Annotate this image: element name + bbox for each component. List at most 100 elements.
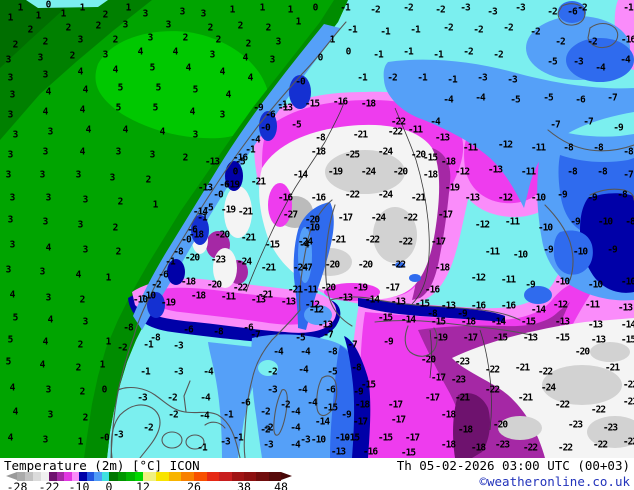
temp-label: -2 [143, 422, 154, 434]
colorbar-segment [244, 472, 257, 481]
temp-label: 2 [69, 50, 76, 62]
temp-label: 3 [109, 172, 116, 184]
temp-label: -3 [263, 439, 274, 451]
temp-label: -3 [573, 56, 584, 68]
temp-label: 3 [165, 19, 172, 31]
temp-label: 3 [39, 266, 46, 278]
temp-label: -8 [351, 362, 362, 374]
temp-label: -2 [547, 6, 558, 18]
temp-label: 3 [7, 149, 14, 161]
temp-label: -12 [497, 192, 513, 204]
temp-label: -13 [434, 132, 450, 144]
temp-label: 4 [85, 124, 92, 136]
colorbar-segment [134, 472, 143, 481]
temp-label: 2 [42, 36, 49, 48]
temp-label: -2 [267, 366, 278, 378]
temp-label: -9 [587, 192, 598, 204]
temp-label: 4 [45, 86, 52, 98]
temp-label: -16 [310, 192, 326, 204]
temp-label: -13 [204, 156, 220, 168]
temp-label: -17 [384, 282, 400, 294]
temp-label: -4 [290, 422, 301, 434]
temp-label: -10 [537, 222, 553, 234]
temp-label: -13 [390, 296, 406, 308]
temp-label: 3 [12, 129, 19, 141]
temp-label: -24 [370, 212, 386, 224]
temp-label: 1 [99, 359, 106, 371]
temp-label: -15 [322, 402, 338, 414]
temp-label: -11 [407, 124, 423, 136]
temp-label: -0 [260, 122, 271, 134]
temp-label: 1 [105, 336, 112, 348]
temp-label: -19 [444, 182, 460, 194]
temp-label: -13 [590, 334, 606, 346]
temp-label: -19 [352, 282, 368, 294]
temp-label: 4 [82, 84, 89, 96]
temp-label: 2 [207, 22, 214, 34]
temp-label: 3 [77, 219, 84, 231]
temp-label: 1 [60, 8, 67, 20]
temp-label: -13 [330, 446, 346, 458]
temp-label: -2 [403, 2, 414, 14]
temp-label: -4 [199, 410, 210, 422]
temp-label: -25 [344, 149, 360, 161]
temp-label: 1 [329, 34, 336, 46]
temp-label: -13 [337, 292, 353, 304]
temp-label: 2 [12, 39, 19, 51]
temp-label: -9 [353, 386, 364, 398]
temp-label: -5 [235, 156, 246, 168]
colorbar-segment [33, 472, 41, 481]
temp-label: 1 [7, 12, 14, 24]
temp-label: 3 [82, 194, 89, 206]
temp-label: 2 [245, 38, 252, 50]
temp-label: -23 [210, 254, 226, 266]
temp-label: -15 [360, 379, 376, 391]
temp-label: 5 [155, 82, 162, 94]
temp-label: -22 [390, 116, 406, 128]
temp-label: -13 [277, 102, 293, 114]
temp-label: -2 [503, 22, 514, 34]
credit-link[interactable]: ©weatheronline.co.uk [479, 474, 630, 489]
temp-label: -27 [282, 209, 298, 221]
temp-label: 1 [79, 2, 86, 14]
temp-label: -18 [360, 98, 376, 110]
colorbar-segment [194, 472, 207, 481]
temp-label: -20 [574, 346, 590, 358]
temp-label: -18 [422, 169, 438, 181]
temp-label: -1 [357, 72, 368, 84]
temp-label: -8 [563, 142, 574, 154]
temp-label: -2 [587, 36, 598, 48]
temp-label: -11 [484, 246, 500, 258]
temp-label: 2 [102, 9, 109, 21]
temp-label: -3 [220, 436, 231, 448]
colorbar-segments [17, 472, 281, 481]
temp-label: -18 [190, 290, 206, 302]
colorbar-segment [56, 472, 64, 481]
temp-label: -2 [167, 392, 178, 404]
temp-label: 3 [75, 169, 82, 181]
temp-label: -13 [250, 294, 266, 306]
temp-label: -2 [435, 4, 446, 16]
coastlines [110, 3, 634, 458]
temp-label: -14 [292, 169, 308, 181]
temp-label: -9 [557, 189, 568, 201]
colorbar-tick: -28 [6, 480, 28, 490]
temp-label: 3 [179, 6, 186, 18]
temp-label: 3 [82, 244, 89, 256]
temp-label: 3 [47, 409, 54, 421]
temp-label: -7 [323, 329, 334, 341]
temp-label: 1 [105, 272, 112, 284]
temp-label: 4 [122, 124, 129, 136]
temp-label: -22 [522, 442, 538, 454]
temp-label: 4 [12, 406, 19, 418]
temp-label: -0 [213, 189, 224, 201]
temp-label: -15 [377, 312, 393, 324]
temp-label: 3 [219, 109, 226, 121]
temp-label: -4 [290, 439, 301, 451]
temp-label: -22 [364, 234, 380, 246]
temp-label: -1 [143, 339, 154, 351]
temp-label: -21 [330, 234, 346, 246]
colorbar-tick: -10 [68, 480, 90, 490]
